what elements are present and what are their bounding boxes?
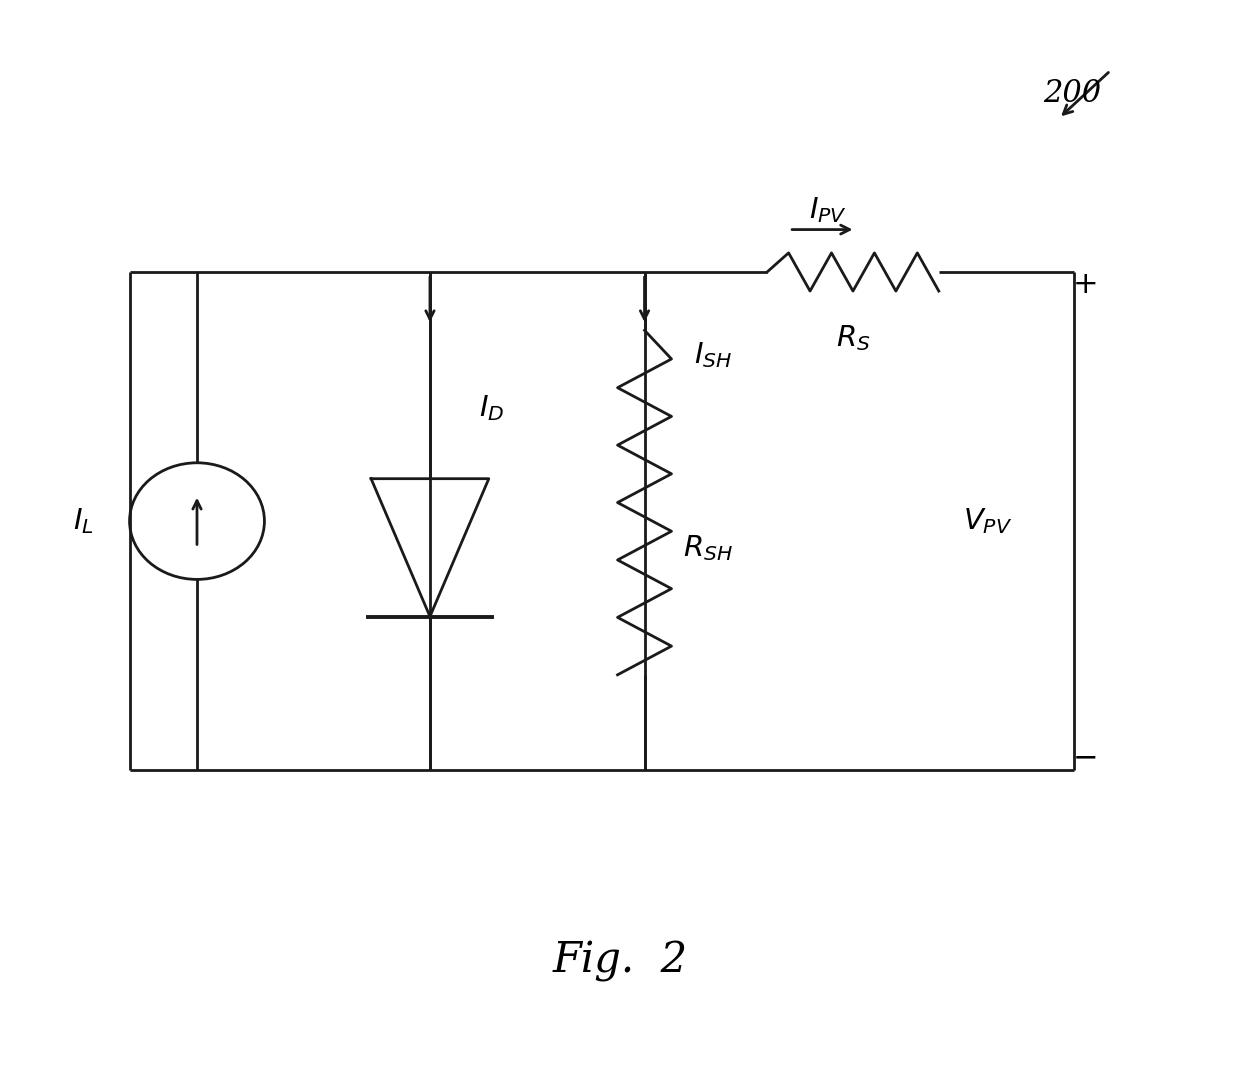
Text: $I_D$: $I_D$ xyxy=(479,393,503,422)
Text: $I_L$: $I_L$ xyxy=(73,506,93,536)
Text: $I_{SH}$: $I_{SH}$ xyxy=(694,339,733,369)
Text: $R_{SH}$: $R_{SH}$ xyxy=(683,533,733,563)
Text: $R_S$: $R_S$ xyxy=(836,323,870,352)
Text: 200: 200 xyxy=(1043,78,1101,110)
Text: $V_{PV}$: $V_{PV}$ xyxy=(963,506,1013,536)
Text: −: − xyxy=(1073,743,1099,772)
Text: Fig.  2: Fig. 2 xyxy=(553,940,687,982)
Text: $I_{PV}$: $I_{PV}$ xyxy=(810,195,847,226)
Text: +: + xyxy=(1073,271,1099,300)
